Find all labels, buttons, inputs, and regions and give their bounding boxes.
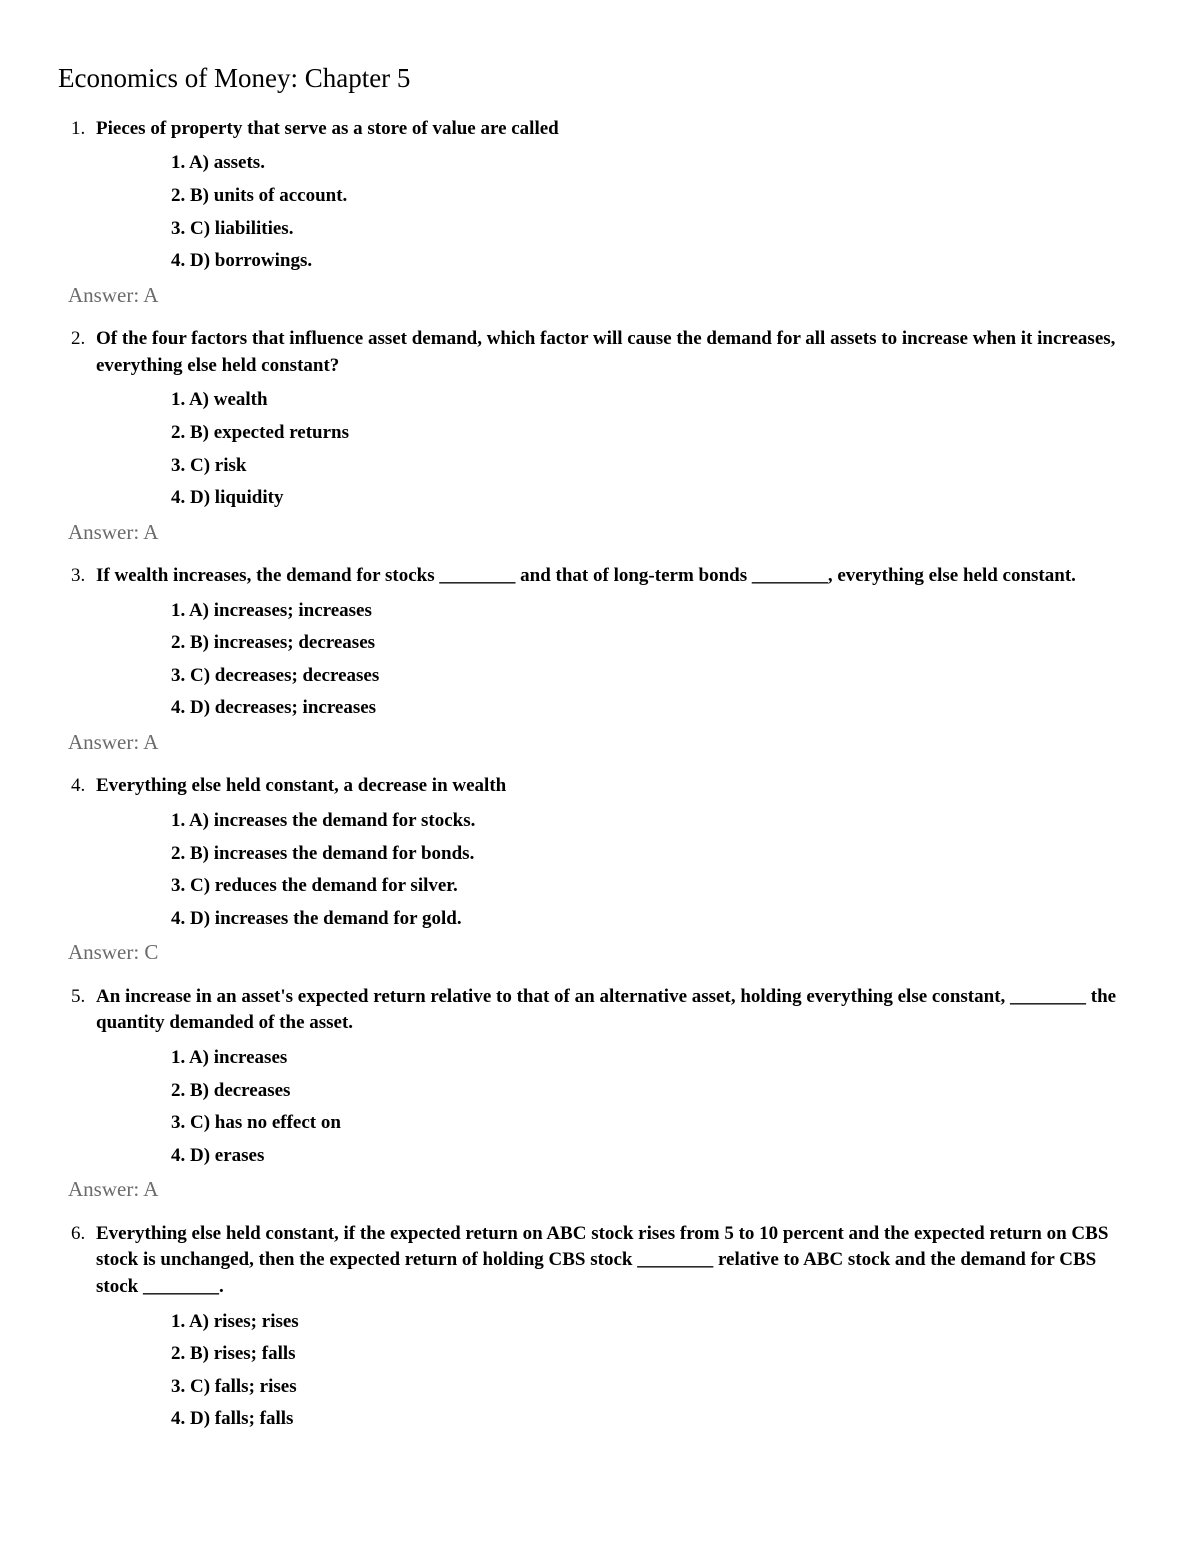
option-item: D) borrowings. (171, 248, 1142, 275)
question-item: Pieces of property that serve as a store… (96, 116, 1142, 310)
question-list: Pieces of property that serve as a store… (58, 116, 1142, 1433)
question-text: Everything else held constant, if the ex… (96, 1221, 1142, 1301)
option-item: D) liquidity (171, 485, 1142, 512)
option-list: A) assets. B) units of account. C) liabi… (96, 150, 1142, 274)
option-item: A) increases; increases (171, 598, 1142, 625)
option-item: B) expected returns (171, 420, 1142, 447)
answer-text: Answer: A (68, 1175, 1142, 1204)
option-item: C) risk (171, 453, 1142, 480)
option-item: A) wealth (171, 387, 1142, 414)
question-text: Of the four factors that influence asset… (96, 326, 1142, 379)
question-item: Everything else held constant, if the ex… (96, 1221, 1142, 1433)
option-item: D) falls; falls (171, 1406, 1142, 1433)
option-list: A) rises; rises B) rises; falls C) falls… (96, 1309, 1142, 1433)
option-list: A) increases; increases B) increases; de… (96, 598, 1142, 722)
question-item: Everything else held constant, a decreas… (96, 773, 1142, 967)
option-item: C) reduces the demand for silver. (171, 873, 1142, 900)
question-item: Of the four factors that influence asset… (96, 326, 1142, 547)
question-item: If wealth increases, the demand for stoc… (96, 563, 1142, 757)
option-list: A) wealth B) expected returns C) risk D)… (96, 387, 1142, 511)
option-item: B) decreases (171, 1078, 1142, 1105)
option-item: D) decreases; increases (171, 695, 1142, 722)
option-item: D) erases (171, 1143, 1142, 1170)
answer-text: Answer: A (68, 281, 1142, 310)
option-item: C) falls; rises (171, 1374, 1142, 1401)
option-item: A) increases (171, 1045, 1142, 1072)
option-item: B) increases the demand for bonds. (171, 841, 1142, 868)
page-title: Economics of Money: Chapter 5 (58, 60, 1142, 98)
option-item: B) increases; decreases (171, 630, 1142, 657)
answer-text: Answer: C (68, 938, 1142, 967)
option-item: C) liabilities. (171, 216, 1142, 243)
question-text: An increase in an asset's expected retur… (96, 984, 1142, 1037)
question-text: If wealth increases, the demand for stoc… (96, 563, 1142, 590)
option-item: B) rises; falls (171, 1341, 1142, 1368)
option-item: C) decreases; decreases (171, 663, 1142, 690)
answer-text: Answer: A (68, 518, 1142, 547)
option-item: A) increases the demand for stocks. (171, 808, 1142, 835)
option-list: A) increases B) decreases C) has no effe… (96, 1045, 1142, 1169)
option-list: A) increases the demand for stocks. B) i… (96, 808, 1142, 932)
option-item: D) increases the demand for gold. (171, 906, 1142, 933)
question-text: Pieces of property that serve as a store… (96, 116, 1142, 143)
option-item: A) assets. (171, 150, 1142, 177)
question-text: Everything else held constant, a decreas… (96, 773, 1142, 800)
option-item: B) units of account. (171, 183, 1142, 210)
answer-text: Answer: A (68, 728, 1142, 757)
option-item: A) rises; rises (171, 1309, 1142, 1336)
option-item: C) has no effect on (171, 1110, 1142, 1137)
question-item: An increase in an asset's expected retur… (96, 984, 1142, 1205)
